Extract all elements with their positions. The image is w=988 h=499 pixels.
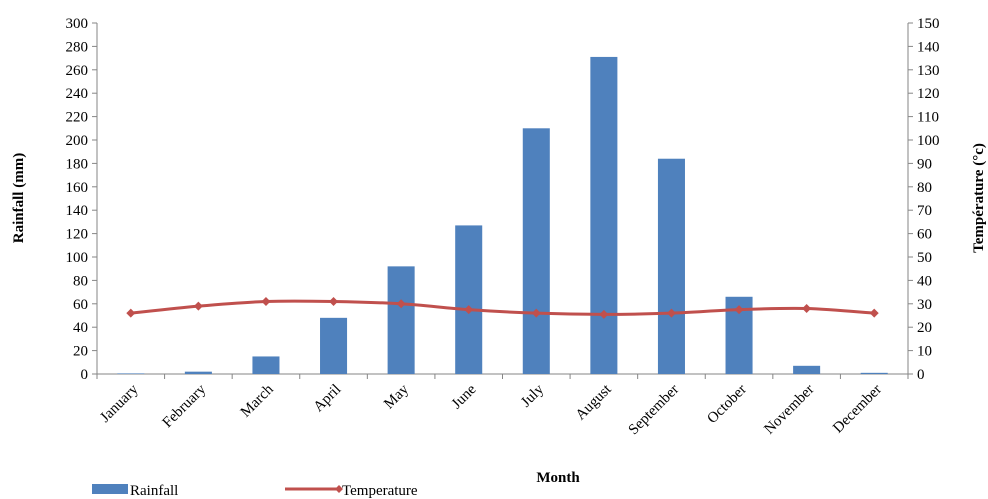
legend-label-rainfall: Rainfall (130, 483, 178, 499)
x-tick-label: January (97, 381, 142, 426)
y-left-tick-label: 0 (81, 367, 89, 383)
y-right-tick-label: 30 (917, 297, 932, 313)
rainfall-bar (117, 373, 145, 374)
y-right-tick-label: 130 (917, 63, 940, 79)
legend: Rainfall Temperature (92, 483, 418, 499)
temperature-point (869, 308, 879, 318)
temperature-point (802, 303, 812, 313)
temperature-point (261, 296, 271, 306)
rainfall-bar (860, 372, 888, 374)
rainfall-bar (455, 225, 483, 374)
temperature-series-line (130, 299, 875, 316)
temperature-point (329, 296, 339, 306)
y-right-tick-label: 70 (917, 203, 932, 219)
rainfall-bar (590, 56, 618, 375)
y-right-tick-label: 20 (917, 320, 932, 336)
y-right-tick-label: 80 (917, 180, 932, 196)
y-right-tick-label: 0 (917, 367, 925, 383)
y-axis-right-title: Température (°c) (971, 143, 987, 253)
y-left-tick-label: 20 (73, 344, 88, 360)
y-left-tick-label: 60 (73, 297, 88, 313)
x-tick-label: September (626, 382, 683, 439)
axes (96, 23, 909, 379)
x-axis-labels: January February March April May June July Augu… (97, 381, 885, 438)
rainfall-bar (252, 356, 280, 374)
temperature-point (666, 308, 676, 318)
x-tick-label: December (830, 382, 885, 437)
temperature-point (599, 309, 609, 319)
y-left-tick-label: 40 (73, 320, 88, 336)
y-right-tick-label: 110 (917, 110, 939, 126)
x-tick-label: July (518, 381, 547, 410)
y-left-tick-label: 300 (66, 16, 89, 32)
x-tick-label: June (449, 381, 480, 412)
legend-label-temperature: Temperature (342, 483, 418, 499)
y-right-tick-label: 120 (917, 86, 940, 102)
y-right-tick-label: 90 (917, 156, 932, 172)
x-tick-label: October (704, 382, 749, 427)
x-tick-label: November (761, 382, 817, 438)
right-axis-ticks: 0 10 20 30 40 50 60 70 80 90 100 110 120 130 140 150 (908, 16, 940, 383)
y-right-tick-label: 150 (917, 16, 940, 32)
x-tick-label: March (238, 381, 277, 420)
y-right-tick-label: 100 (917, 133, 940, 149)
rainfall-bar (657, 158, 685, 374)
x-tick-label: August (573, 381, 616, 424)
y-left-tick-label: 100 (66, 250, 89, 266)
rainfall-bar (184, 371, 212, 374)
y-right-tick-label: 10 (917, 344, 932, 360)
temperature-point (193, 301, 203, 311)
y-left-tick-label: 200 (66, 133, 89, 149)
y-left-tick-label: 280 (66, 39, 89, 55)
temperature-point (531, 308, 541, 318)
rainfall-bar (320, 317, 348, 374)
temperature-point (464, 305, 474, 315)
y-right-tick-label: 50 (917, 250, 932, 266)
temperature-point (734, 305, 744, 315)
y-left-tick-label: 260 (66, 63, 89, 79)
legend-marker-temperature (335, 485, 343, 493)
temperature-point (126, 308, 136, 318)
y-right-tick-label: 60 (917, 227, 932, 243)
rainfall-bar (387, 266, 415, 374)
y-left-tick-label: 180 (66, 156, 89, 172)
left-axis-ticks: 0 20 40 60 80 100 120 140 160 180 200 220 240 260 280 3… (66, 16, 97, 383)
x-tick-label: February (160, 381, 210, 431)
x-tick-label: May (381, 381, 412, 412)
rainfall-bar (793, 365, 821, 374)
y-right-tick-label: 140 (917, 39, 940, 55)
y-left-tick-label: 220 (66, 110, 89, 126)
legend-swatch-rainfall (92, 484, 128, 494)
rainfall-bar (522, 128, 550, 374)
y-right-tick-label: 40 (917, 273, 932, 289)
y-left-tick-label: 120 (66, 227, 89, 243)
x-axis-title: Month (536, 470, 580, 486)
temperature-line (126, 296, 879, 319)
x-tick-label: April (311, 382, 345, 416)
y-left-tick-label: 140 (66, 203, 89, 219)
rainfall-bars (117, 56, 888, 375)
temperature-point (396, 299, 406, 309)
y-axis-left-title: Rainfall (mm) (11, 153, 27, 243)
y-left-tick-label: 240 (66, 86, 89, 102)
y-left-tick-label: 160 (66, 180, 89, 196)
y-left-tick-label: 80 (73, 273, 88, 289)
